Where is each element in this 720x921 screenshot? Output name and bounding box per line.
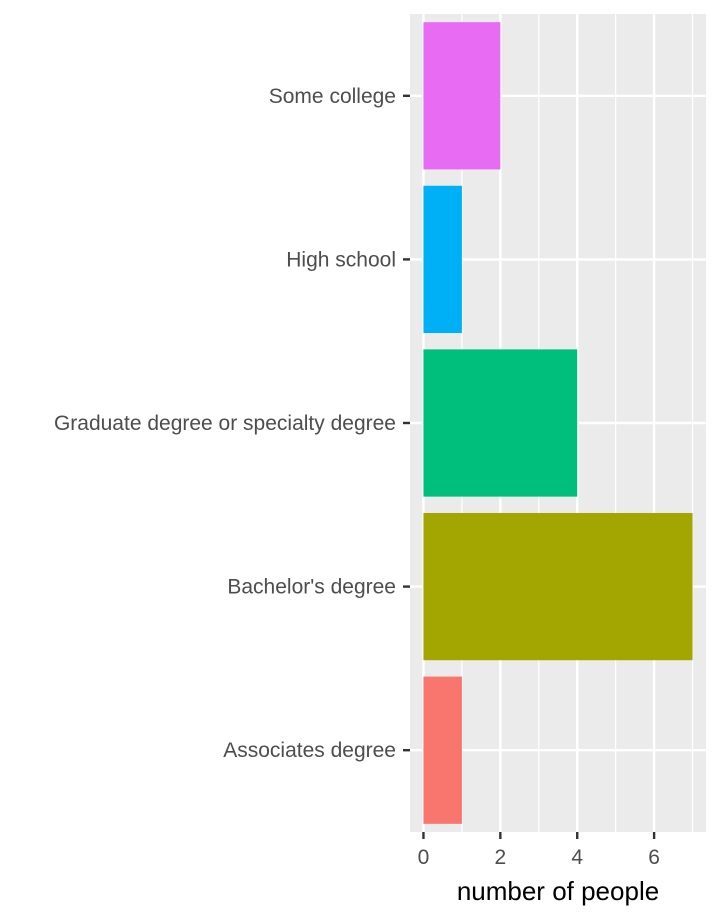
bar: [423, 22, 501, 170]
y-axis: Associates degree Bachelor's degree Gradua…: [54, 85, 410, 762]
y-tick-label: Bachelor's degree: [227, 576, 396, 599]
x-tick-label: 6: [648, 846, 660, 869]
x-axis: 0 2 4 6: [418, 832, 660, 869]
bar: [423, 185, 462, 334]
x-axis-title: number of people: [457, 876, 659, 906]
bar: [423, 349, 578, 497]
y-tick-label: High school: [286, 248, 396, 271]
bar: [423, 676, 462, 824]
x-tick-label: 0: [418, 846, 430, 869]
y-tick-label: Associates degree: [223, 739, 396, 762]
y-tick-label: Graduate degree or specialty degree: [54, 412, 396, 435]
bars: [423, 22, 693, 824]
bar: [423, 512, 693, 661]
y-tick-label: Some college: [269, 85, 396, 108]
x-tick-label: 4: [571, 846, 583, 869]
x-tick-label: 2: [494, 846, 506, 869]
